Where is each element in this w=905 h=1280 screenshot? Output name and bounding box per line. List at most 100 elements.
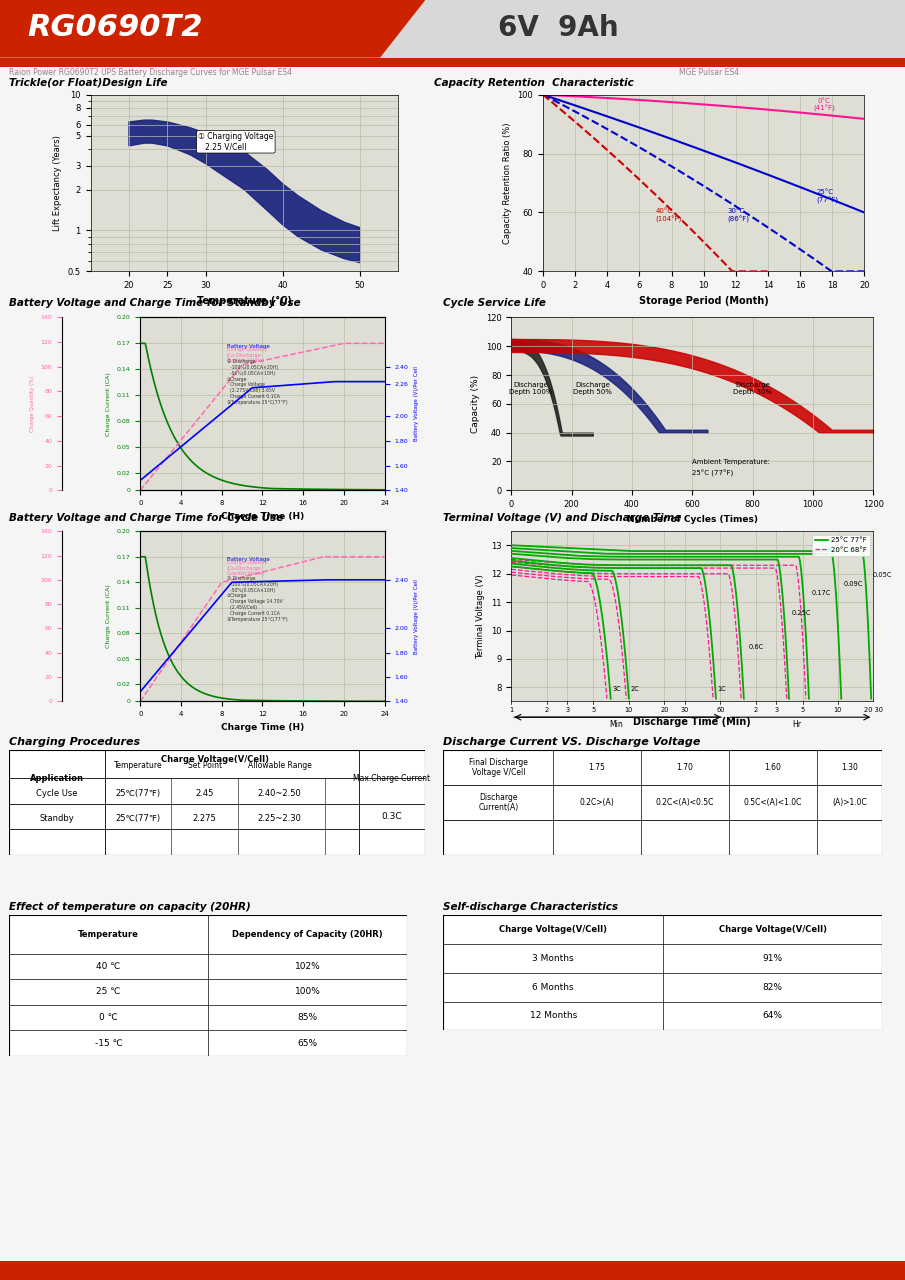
Text: 1C: 1C [718, 686, 727, 691]
Y-axis label: Battery Voltage (V)/Per Cell: Battery Voltage (V)/Per Cell [414, 579, 419, 654]
Text: 3C: 3C [613, 686, 621, 691]
Polygon shape [129, 120, 360, 262]
Text: Application: Application [30, 773, 84, 782]
Text: 3 Months: 3 Months [532, 954, 574, 963]
FancyBboxPatch shape [443, 915, 882, 1030]
Text: 6 Months: 6 Months [532, 983, 574, 992]
Text: 25°C (77°F): 25°C (77°F) [692, 470, 734, 477]
Text: Raion Power RG0690T2 UPS Battery Discharge Curves for MGE Pulsar ES4: Raion Power RG0690T2 UPS Battery Dischar… [9, 68, 292, 78]
Text: 1.75: 1.75 [588, 763, 605, 772]
Text: Self-discharge Characteristics: Self-discharge Characteristics [443, 902, 618, 911]
Text: 12 Months: 12 Months [529, 1011, 576, 1020]
Legend: 25°C 77°F, 20°C 68°F: 25°C 77°F, 20°C 68°F [812, 535, 870, 556]
FancyBboxPatch shape [0, 58, 905, 67]
Y-axis label: Charge Current (CA): Charge Current (CA) [106, 585, 111, 648]
Text: Ambient Temperature:: Ambient Temperature: [692, 460, 770, 466]
Text: 5: 5 [591, 707, 595, 713]
Y-axis label: Battery Voltage (V)/Per Cell: Battery Voltage (V)/Per Cell [414, 366, 419, 442]
Text: 0.17C: 0.17C [812, 590, 831, 596]
Text: 60: 60 [716, 707, 725, 713]
X-axis label: Number of Cycles (Times): Number of Cycles (Times) [627, 515, 757, 524]
FancyBboxPatch shape [0, 1261, 905, 1280]
X-axis label: Charge Time (H): Charge Time (H) [221, 723, 304, 732]
Text: 20 30: 20 30 [864, 707, 882, 713]
Text: 2: 2 [545, 707, 548, 713]
Text: 0.25C: 0.25C [792, 611, 812, 616]
Text: ① Charging Voltage
   2.25 V/Cell: ① Charging Voltage 2.25 V/Cell [198, 132, 273, 151]
Text: 10: 10 [834, 707, 843, 713]
Text: 30°C
(86°F): 30°C (86°F) [728, 209, 749, 223]
Text: Capacity Retention  Characteristic: Capacity Retention Characteristic [434, 78, 634, 87]
Text: 0.6C: 0.6C [748, 644, 764, 650]
Text: Discharge
Depth 50%: Discharge Depth 50% [574, 381, 612, 394]
Text: Temperature: Temperature [78, 929, 139, 940]
Text: Dependency of Capacity (20HR): Dependency of Capacity (20HR) [233, 929, 383, 940]
Text: ① Discharge
  -100%(0.05CA×20H)
  -50%(0.05CA×10H)
②Charge
  Charge Voltage 14.7: ① Discharge -100%(0.05CA×20H) -50%(0.05C… [227, 576, 288, 622]
Text: Allowable Range: Allowable Range [248, 760, 311, 769]
Text: ① Discharge
  -100%(0.05CA×20H)
  -50%(0.05CA×10H)
②Charge
  Charge Voltage
  (2: ① Discharge -100%(0.05CA×20H) -50%(0.05C… [227, 360, 288, 404]
Text: Min: Min [609, 719, 623, 730]
Text: Discharge
Current(A): Discharge Current(A) [478, 792, 519, 813]
Text: Temperature: Temperature [114, 760, 162, 769]
Text: 25℃(77℉): 25℃(77℉) [116, 788, 161, 797]
FancyBboxPatch shape [0, 0, 905, 58]
Text: Battery Voltage: Battery Voltage [227, 343, 270, 348]
Text: 1.60: 1.60 [764, 763, 781, 772]
Text: Discharge Time (Min): Discharge Time (Min) [634, 717, 751, 727]
FancyBboxPatch shape [9, 915, 407, 1056]
Text: 25℃(77℉): 25℃(77℉) [116, 814, 161, 823]
Text: Terminal Voltage (V) and Discharge Time: Terminal Voltage (V) and Discharge Time [443, 513, 681, 522]
Text: 1.70: 1.70 [676, 763, 693, 772]
Text: 102%: 102% [295, 961, 320, 972]
Text: Battery Voltage and Charge Time for Standby Use: Battery Voltage and Charge Time for Stan… [9, 298, 300, 307]
Polygon shape [0, 0, 425, 58]
Text: 64%: 64% [763, 1011, 783, 1020]
Text: Charge Voltage(V/Cell): Charge Voltage(V/Cell) [719, 925, 826, 934]
Text: Cycle Use: Cycle Use [36, 788, 78, 797]
FancyBboxPatch shape [0, 67, 905, 79]
Text: 5: 5 [800, 707, 805, 713]
Text: 20: 20 [660, 707, 669, 713]
Text: Max.Charge Current: Max.Charge Current [354, 773, 431, 782]
Text: Charge Quantity
(Co-Discharge
Quantity)(Rate): Charge Quantity (Co-Discharge Quantity)(… [227, 347, 267, 364]
Text: Charge Voltage(V/Cell): Charge Voltage(V/Cell) [500, 925, 607, 934]
X-axis label: Storage Period (Month): Storage Period (Month) [639, 296, 768, 306]
Text: Battery Voltage and Charge Time for Cycle Use: Battery Voltage and Charge Time for Cycl… [9, 513, 283, 522]
Text: 82%: 82% [763, 983, 783, 992]
Text: 2.25~2.30: 2.25~2.30 [258, 814, 301, 823]
Text: 40 ℃: 40 ℃ [97, 961, 120, 972]
Text: Charge Quantity
(Co-Discharge
Quantity)(Rate): Charge Quantity (Co-Discharge Quantity)(… [227, 559, 267, 576]
Y-axis label: Charge Quantity (%): Charge Quantity (%) [30, 375, 35, 433]
Text: 10: 10 [624, 707, 633, 713]
Text: 25 ℃: 25 ℃ [97, 987, 120, 997]
Text: 65%: 65% [298, 1038, 318, 1048]
Text: 2.45: 2.45 [195, 788, 214, 797]
Text: 0.09C: 0.09C [843, 581, 863, 586]
X-axis label: Charge Time (H): Charge Time (H) [221, 512, 304, 521]
Text: 0.2C<(A)<0.5C: 0.2C<(A)<0.5C [655, 797, 714, 808]
Text: Charge Voltage(V/Cell): Charge Voltage(V/Cell) [161, 755, 269, 764]
Text: Standby: Standby [40, 814, 74, 823]
Text: 6V  9Ah: 6V 9Ah [498, 14, 618, 42]
Text: 85%: 85% [298, 1012, 318, 1023]
Text: 2: 2 [754, 707, 757, 713]
Text: 25°C
(77°F): 25°C (77°F) [816, 189, 838, 204]
Text: 0.5C<(A)<1.0C: 0.5C<(A)<1.0C [743, 797, 802, 808]
Y-axis label: Terminal Voltage (V): Terminal Voltage (V) [476, 573, 485, 659]
Text: 2.40~2.50: 2.40~2.50 [258, 788, 301, 797]
Text: 91%: 91% [763, 954, 783, 963]
Text: Discharge Current VS. Discharge Voltage: Discharge Current VS. Discharge Voltage [443, 737, 700, 746]
Text: Discharge
Depth 100%: Discharge Depth 100% [510, 381, 553, 394]
Text: MGE Pulsar ES4: MGE Pulsar ES4 [679, 68, 738, 78]
Text: (A)>1.0C: (A)>1.0C [832, 797, 867, 808]
Text: 0°C
(41°F): 0°C (41°F) [814, 97, 835, 111]
Y-axis label: Charge Current (CA): Charge Current (CA) [106, 372, 111, 435]
Text: Trickle(or Float)Design Life: Trickle(or Float)Design Life [9, 78, 167, 87]
FancyBboxPatch shape [0, 0, 905, 1280]
Text: Hr: Hr [793, 719, 801, 730]
Text: 1.30: 1.30 [841, 763, 858, 772]
Text: 0.05C: 0.05C [873, 572, 892, 579]
Text: Effect of temperature on capacity (20HR): Effect of temperature on capacity (20HR) [9, 902, 251, 911]
Text: 2.275: 2.275 [193, 814, 216, 823]
Text: Charging Procedures: Charging Procedures [9, 737, 140, 746]
